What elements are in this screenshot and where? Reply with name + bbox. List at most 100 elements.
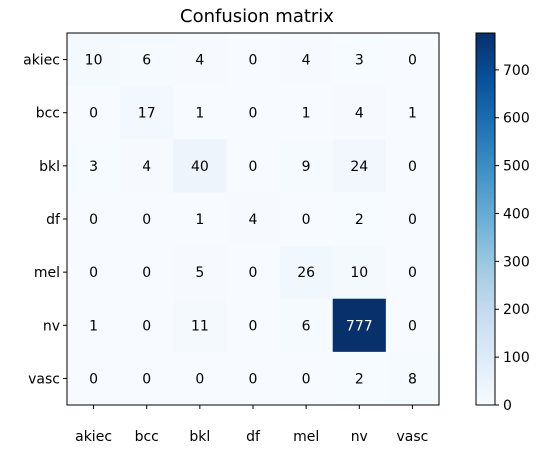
cell-value-label: 0 — [142, 265, 151, 281]
cell-value-label: 0 — [249, 318, 258, 334]
matrix-cell — [226, 86, 281, 140]
cell-value-label: 10 — [85, 53, 103, 69]
matrix-cells: 10 6 4 0 4 3 00 17 1 0 1 4 13 4 40 0 9 24 00 0 1 4 0 2 00 0 5 0 26 10… — [67, 33, 440, 406]
cell-value-label: 6 — [142, 53, 151, 69]
matrix-cell — [279, 139, 334, 193]
cell-value-label: 4 — [355, 106, 364, 122]
matrix-cell — [120, 192, 174, 247]
matrix-cell — [332, 192, 387, 247]
y-tick-label: nv — [43, 318, 60, 334]
matrix-cell — [226, 33, 281, 87]
matrix-cell — [67, 245, 121, 300]
matrix-cell — [173, 192, 227, 247]
cell-value-label: 1 — [408, 106, 417, 122]
cell-value-label: 2 — [355, 212, 364, 228]
cell-value-label: 4 — [142, 159, 151, 175]
matrix-cell — [385, 245, 440, 300]
y-tick-label: vasc — [28, 371, 60, 387]
matrix-cell — [173, 33, 227, 87]
matrix-cell — [173, 298, 227, 353]
matrix-cell — [385, 139, 440, 193]
cell-value-label: 0 — [249, 265, 258, 281]
matrix-cell — [385, 33, 440, 87]
matrix-cell — [173, 86, 227, 140]
matrix-cell — [120, 33, 174, 87]
cell-value-label: 0 — [302, 371, 311, 387]
cell-value-label: 0 — [408, 265, 417, 281]
cell-value-label: 1 — [195, 212, 204, 228]
cell-value-label: 2 — [355, 371, 364, 387]
colorbar-tick-label: 0 — [503, 398, 512, 414]
matrix-cell — [226, 351, 281, 406]
cell-value-label: 4 — [195, 53, 204, 69]
cell-value-label: 6 — [302, 318, 311, 334]
matrix-cell — [120, 351, 174, 406]
cell-value-label: 0 — [89, 265, 98, 281]
matrix-cell — [120, 139, 174, 193]
y-tick-label: akiec — [23, 53, 60, 69]
colorbar-tick-label: 400 — [503, 206, 530, 222]
matrix-cell — [332, 298, 387, 353]
cell-value-label: 0 — [249, 53, 258, 69]
matrix-cell — [385, 298, 440, 353]
colorbar-tick-label: 500 — [503, 159, 530, 175]
matrix-cell — [279, 192, 334, 247]
cell-value-label: 0 — [408, 212, 417, 228]
y-tick-label: mel — [34, 265, 60, 281]
cell-value-label: 0 — [195, 371, 204, 387]
x-tick-label: mel — [293, 429, 319, 445]
cell-value-label: 1 — [302, 106, 311, 122]
cell-value-label: 17 — [138, 106, 156, 122]
matrix-cell — [385, 351, 440, 406]
y-tick-label: bkl — [39, 159, 60, 175]
y-tick-label: bcc — [36, 106, 60, 122]
matrix-cell — [279, 351, 334, 406]
y-axis-ticks: akiec bcc bkl df mel nv vasc — [23, 53, 67, 387]
matrix-cell — [385, 86, 440, 140]
x-tick-label: vasc — [396, 429, 428, 445]
matrix-cell — [173, 139, 227, 193]
matrix-cell — [173, 351, 227, 406]
cell-value-label: 0 — [142, 371, 151, 387]
colorbar-ticks: 0 100 200 300 400 500 600 700 — [495, 63, 530, 414]
cell-value-label: 8 — [408, 371, 417, 387]
cell-value-label: 0 — [89, 106, 98, 122]
matrix-cell — [67, 86, 121, 140]
cell-value-label: 777 — [346, 318, 373, 334]
cell-value-label: 3 — [355, 53, 364, 69]
matrix-frame — [66, 32, 440, 406]
cell-value-label: 3 — [89, 159, 98, 175]
colorbar-tick-label: 600 — [503, 111, 530, 127]
cell-value-label: 0 — [408, 159, 417, 175]
cell-value-label: 0 — [89, 371, 98, 387]
cell-value-label: 0 — [408, 318, 417, 334]
matrix-cell — [279, 298, 334, 353]
colorbar-tick-label: 300 — [503, 254, 530, 270]
matrix-cell — [67, 33, 121, 87]
matrix-cell — [226, 298, 281, 353]
cell-value-label: 0 — [302, 212, 311, 228]
matrix-cell — [332, 351, 387, 406]
matrix-cell — [120, 245, 174, 300]
colorbar-tick-label: 100 — [503, 350, 530, 366]
chart-title: Confusion matrix — [180, 6, 334, 27]
cell-value-label: 10 — [350, 265, 368, 281]
matrix-cell — [332, 139, 387, 193]
matrix-cell — [279, 86, 334, 140]
matrix-cell — [385, 192, 440, 247]
cell-value-label: 0 — [249, 371, 258, 387]
cell-value-label: 1 — [89, 318, 98, 334]
cell-value-label: 9 — [302, 159, 311, 175]
matrix-cell — [67, 298, 121, 353]
cell-value-label: 11 — [191, 318, 209, 334]
x-tick-label: bkl — [189, 429, 210, 445]
colorbar — [475, 32, 496, 406]
cell-value-label: 0 — [249, 159, 258, 175]
matrix-cell — [120, 86, 174, 140]
matrix-cell — [67, 192, 121, 247]
cell-value-label: 0 — [249, 106, 258, 122]
x-tick-label: df — [246, 429, 261, 445]
matrix-cell — [67, 139, 121, 193]
matrix-cell — [332, 245, 387, 300]
